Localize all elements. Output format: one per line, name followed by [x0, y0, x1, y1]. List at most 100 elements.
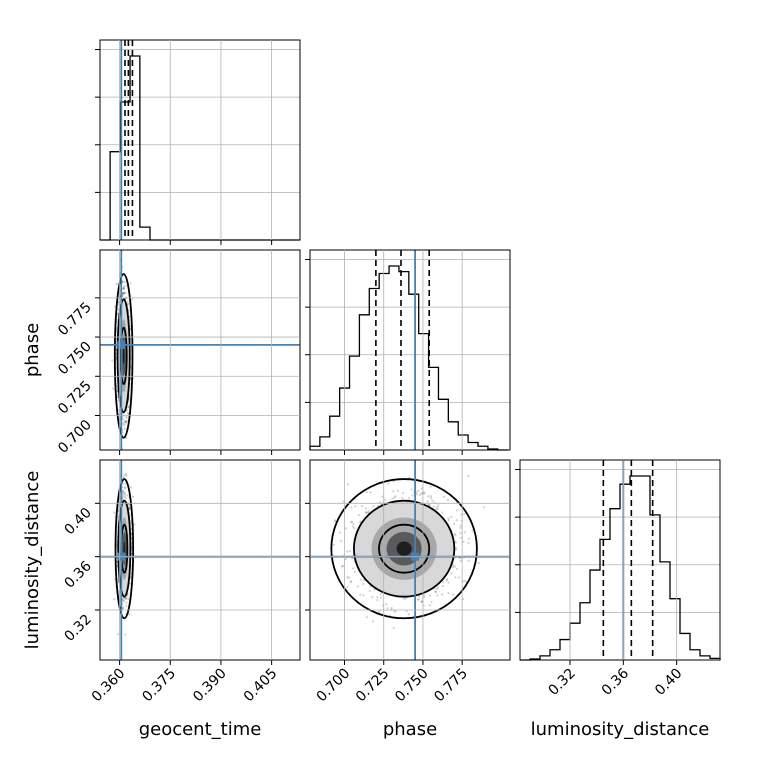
sample-point [437, 504, 440, 507]
sample-point [123, 495, 126, 498]
sample-point [459, 524, 463, 527]
sample-point [378, 610, 381, 613]
sample-point [125, 436, 128, 440]
sample-point [339, 540, 343, 543]
tick-label-x-luminosity_distance: 0.32 [545, 666, 578, 699]
sample-point [124, 297, 127, 300]
tick-label-x-phase: 0.775 [431, 666, 471, 706]
sample-point [121, 241, 123, 243]
sample-point [121, 493, 124, 496]
tick-label-x-luminosity_distance: 0.36 [599, 665, 632, 698]
sample-point [122, 287, 125, 290]
sample-point [365, 511, 368, 514]
sample-point [387, 482, 390, 485]
sample-point [434, 590, 438, 594]
sample-point [447, 581, 450, 584]
sample-point [113, 305, 117, 308]
sample-point [121, 422, 125, 425]
sample-point [420, 600, 423, 604]
sample-point [126, 411, 130, 415]
hist-panel-luminosity_distance [515, 459, 721, 661]
contour-1 [116, 298, 131, 414]
panel-frame-geocent_time [99, 39, 301, 241]
sample-point [111, 359, 114, 362]
sample-point [441, 511, 444, 514]
sample-point [467, 541, 470, 544]
sample-point [392, 480, 395, 483]
truth-marker [117, 340, 126, 349]
sample-point [445, 579, 448, 582]
sample-point [390, 606, 393, 610]
sample-point [405, 610, 408, 613]
sample-point [116, 393, 119, 397]
panel-frame-phase_vs_geocent_time [99, 249, 301, 451]
sample-point [429, 604, 432, 607]
sample-point [369, 491, 372, 494]
sample-point [123, 493, 127, 496]
sample-point [447, 518, 450, 522]
sample-point [426, 500, 429, 503]
tick-label-x-phase: 0.750 [392, 666, 432, 706]
sample-point [394, 495, 397, 498]
sample-point [125, 472, 128, 475]
sample-point [112, 598, 116, 601]
sample-point [356, 585, 359, 588]
sample-point [376, 598, 379, 602]
x-label-geocent_time: geocent_time [139, 719, 262, 740]
sample-point [447, 592, 450, 595]
sample-point [332, 543, 336, 546]
sample-point [454, 548, 458, 551]
panel-frame-luminosity_distance [519, 459, 721, 661]
sample-point [420, 487, 424, 490]
sample-point [467, 475, 470, 478]
panel-frame-phase [309, 249, 511, 451]
sample-point [128, 506, 131, 509]
sample-point [420, 600, 423, 603]
sample-point [446, 498, 449, 501]
sample-point [511, 526, 513, 528]
tick-label-x-geocent_time: 0.405 [241, 666, 281, 706]
sample-point [124, 422, 127, 425]
sample-point [371, 596, 374, 599]
sample-point [122, 489, 125, 493]
sample-point [129, 282, 132, 285]
sample-point [130, 486, 133, 489]
hist-panel-phase [305, 249, 511, 451]
sample-point [445, 578, 448, 581]
sample-point [401, 496, 404, 500]
sample-point [131, 495, 135, 498]
sample-point [432, 505, 435, 508]
tick-label-x-luminosity_distance: 0.40 [652, 666, 685, 699]
sample-point [128, 508, 131, 511]
sample-point [124, 598, 127, 601]
sample-point [447, 517, 450, 520]
sample-point [124, 486, 127, 489]
sample-point [428, 594, 431, 597]
sample-point [463, 531, 466, 534]
sample-point [352, 522, 355, 526]
sample-point [365, 490, 368, 494]
sample-point [468, 537, 471, 540]
sample-point [127, 406, 130, 409]
sample-point [123, 291, 126, 294]
sample-point [122, 418, 125, 421]
hist-panel-geocent_time [95, 39, 301, 241]
sample-point [117, 308, 120, 311]
sample-point [333, 519, 336, 522]
y-label-luminosity_distance: luminosity_distance [22, 471, 43, 650]
sample-point [459, 559, 462, 563]
sample-point [385, 603, 388, 606]
sample-point [362, 594, 365, 597]
sample-point [125, 420, 128, 423]
sample-point [454, 541, 458, 544]
2d-panel-luminosity_distance_vs_geocent_time [99, 459, 301, 661]
sample-point [351, 567, 355, 570]
hist-bar-phase [309, 265, 508, 451]
tick-label-x-phase: 0.725 [353, 666, 393, 706]
sample-point [124, 291, 127, 294]
tick-label-y-phase: 0.775 [55, 299, 95, 339]
sample-point [125, 474, 128, 477]
sample-point [115, 283, 118, 286]
sample-point [346, 576, 349, 579]
tick-label-y-phase: 0.700 [55, 417, 95, 457]
